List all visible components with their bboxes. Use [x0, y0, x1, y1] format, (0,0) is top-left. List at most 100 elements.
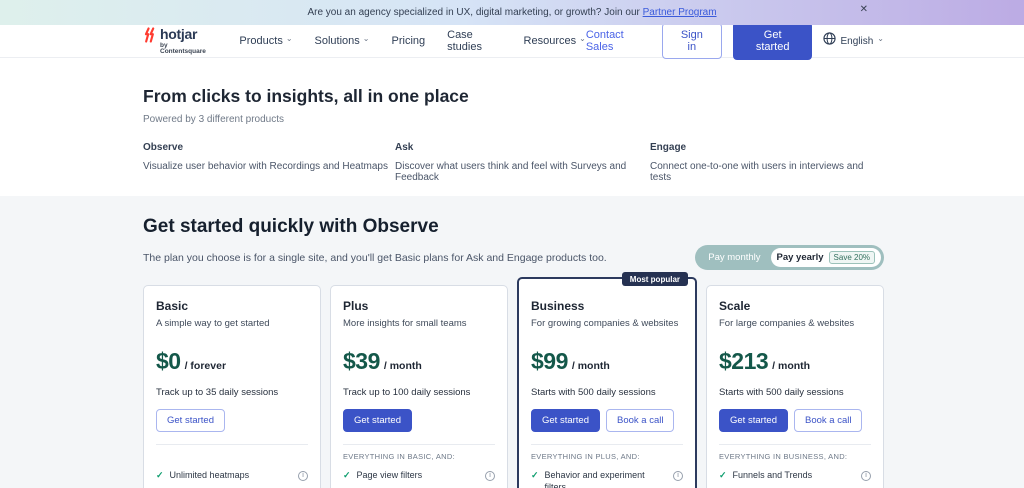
chevron-down-icon: ⌄: [877, 34, 884, 44]
plan-card-basic: Basic A simple way to get started $0 / f…: [143, 285, 321, 488]
plan-name: Scale: [719, 299, 751, 313]
plan-buttons: Get started: [156, 409, 308, 432]
check-icon: ✓: [343, 470, 351, 480]
feature-label: Unlimited heatmaps: [169, 470, 250, 480]
product-description: Discover what users think and feel with …: [395, 161, 627, 183]
nav-item-solutions[interactable]: Solutions ⌄: [315, 35, 370, 47]
plan-description: For large companies & websites: [719, 318, 855, 329]
plan-name: Plus: [343, 299, 369, 313]
nav-item-case-studies[interactable]: Case studies: [447, 29, 501, 53]
info-icon[interactable]: i: [298, 471, 308, 481]
feature-label: Session information and technology filte…: [357, 487, 479, 488]
info-icon[interactable]: i: [861, 471, 871, 481]
plan-feature-row: ✓ Behavior and experiment filters i: [531, 470, 683, 488]
pay-yearly-label: Pay yearly: [776, 252, 824, 263]
plan-eyebrow: [156, 452, 308, 462]
plan-name: Business: [531, 299, 585, 313]
pricing-section: Get started quickly with Observe The pla…: [0, 196, 1024, 488]
product-name: Observe: [143, 142, 184, 153]
nav-item-products[interactable]: Products ⌄: [239, 35, 292, 47]
plan-features: ✓ Unlimited heatmaps i ✓ Recordings of u…: [156, 470, 308, 488]
plan-buttons: Get started: [343, 409, 495, 432]
plan-description: More insights for small teams: [343, 318, 467, 329]
plan-name: Basic: [156, 299, 189, 313]
product-column: Ask Discover what users think and feel w…: [395, 142, 650, 183]
product-name: Ask: [395, 142, 414, 153]
hero-section: From clicks to insights, all in one plac…: [0, 58, 1024, 196]
feature-label: Behavior and experiment filters: [544, 470, 645, 488]
save-badge: Save 20%: [828, 251, 875, 264]
pay-monthly-option[interactable]: Pay monthly: [708, 252, 761, 263]
nav-item-label: Case studies: [447, 29, 482, 53]
plan-eyebrow: EVERYTHING IN BUSINESS, AND:: [719, 452, 848, 461]
plan-description: A simple way to get started: [156, 318, 270, 329]
nav-links: Products ⌄ Solutions ⌄ Pricing Case stud…: [239, 29, 585, 53]
pay-yearly-option[interactable]: Pay yearly Save 20%: [770, 248, 881, 267]
nav-item-label: Resources: [523, 35, 577, 47]
plan-sessions: Track up to 35 daily sessions: [156, 387, 279, 398]
plan-feature-row: ✓ Unlimited heatmaps i: [156, 470, 308, 482]
feature-label: Funnels and Trends: [732, 470, 813, 480]
promo-banner: Are you an agency specialized in UX, dig…: [0, 0, 1024, 25]
feature-label: Recordings of user sessions: [170, 487, 283, 488]
info-icon[interactable]: i: [673, 471, 683, 481]
get-started-button[interactable]: Get started: [719, 409, 788, 432]
language-selector[interactable]: English ⌄: [823, 32, 884, 50]
partner-program-link[interactable]: Partner Program: [642, 7, 717, 18]
plan-features: ✓ Behavior and experiment filters i ✓ Fr…: [531, 470, 683, 488]
plan-period: / month: [383, 360, 422, 372]
plan-buttons: Get started Book a call: [531, 409, 683, 432]
nav-item-resources[interactable]: Resources ⌄: [524, 35, 586, 47]
plan-sessions: Track up to 100 daily sessions: [343, 387, 471, 398]
nav-item-label: Solutions: [314, 35, 360, 47]
plan-price: $99: [531, 348, 568, 374]
product-column: Observe Visualize user behavior with Rec…: [143, 142, 395, 183]
nav-item-pricing[interactable]: Pricing: [392, 35, 426, 47]
contact-sales-link[interactable]: Contact Sales: [585, 29, 624, 53]
flame-icon: [143, 26, 156, 48]
billing-toggle[interactable]: Pay monthly Pay yearly Save 20%: [695, 245, 884, 270]
plan-description: For growing companies & websites: [531, 318, 679, 329]
hotjar-logo[interactable]: hotjar by Contentsquare: [143, 27, 213, 56]
product-name: Engage: [650, 142, 687, 153]
nav-item-label: Pricing: [391, 35, 426, 47]
pricing-title: Get started quickly with Observe: [143, 216, 439, 237]
page-subtitle: Powered by 3 different products: [143, 114, 285, 125]
plan-card-plus: Plus More insights for small teams $39 /…: [330, 285, 508, 488]
book-a-call-button[interactable]: Book a call: [794, 409, 863, 432]
logo-wordmark: hotjar: [160, 25, 198, 42]
book-a-call-button[interactable]: Book a call: [606, 409, 675, 432]
get-started-button[interactable]: Get started: [156, 409, 225, 432]
product-columns: Observe Visualize user behavior with Rec…: [143, 142, 884, 183]
nav-item-label: Products: [239, 35, 283, 47]
plan-buttons: Get started Book a call: [719, 409, 871, 432]
get-started-button[interactable]: Get started: [531, 409, 600, 432]
chevron-down-icon: ⌄: [285, 34, 293, 44]
nav-get-started-button[interactable]: Get started: [732, 22, 813, 60]
globe-icon: [823, 32, 837, 50]
product-column: Engage Connect one-to-one with users in …: [650, 142, 884, 183]
info-icon[interactable]: i: [485, 471, 495, 481]
promo-banner-text: Are you an agency specialized in UX, dig…: [307, 7, 640, 18]
check-icon: ✓: [719, 470, 727, 480]
check-icon: ✓: [156, 470, 164, 480]
plan-features: ✓ Page view filters i ✓ Session informat…: [343, 470, 495, 488]
top-navigation: hotjar by Contentsquare Products ⌄ Solut…: [0, 22, 1024, 60]
language-label: English: [840, 35, 874, 47]
check-icon: ✓: [156, 487, 164, 488]
sign-in-button[interactable]: Sign in: [661, 23, 722, 59]
plan-feature-row: ✓ Page view filters i: [343, 470, 495, 482]
plan-period: / forever: [184, 360, 227, 372]
feature-label: Page view filters: [356, 470, 423, 480]
plan-features: ✓ Funnels and Trends i ✓ Console trackin…: [719, 470, 871, 488]
plan-price: $213: [719, 348, 769, 374]
plan-eyebrow: EVERYTHING IN BASIC, AND:: [343, 452, 455, 461]
plan-sessions: Starts with 500 daily sessions: [531, 387, 656, 398]
product-description: Visualize user behavior with Recordings …: [143, 161, 388, 172]
check-icon: ✓: [343, 487, 351, 488]
feature-label: Console tracking (Errors): [733, 487, 833, 488]
check-icon: ✓: [719, 487, 727, 488]
close-icon[interactable]: ✕: [859, 4, 868, 15]
plan-period: / month: [571, 360, 610, 372]
get-started-button[interactable]: Get started: [343, 409, 412, 432]
